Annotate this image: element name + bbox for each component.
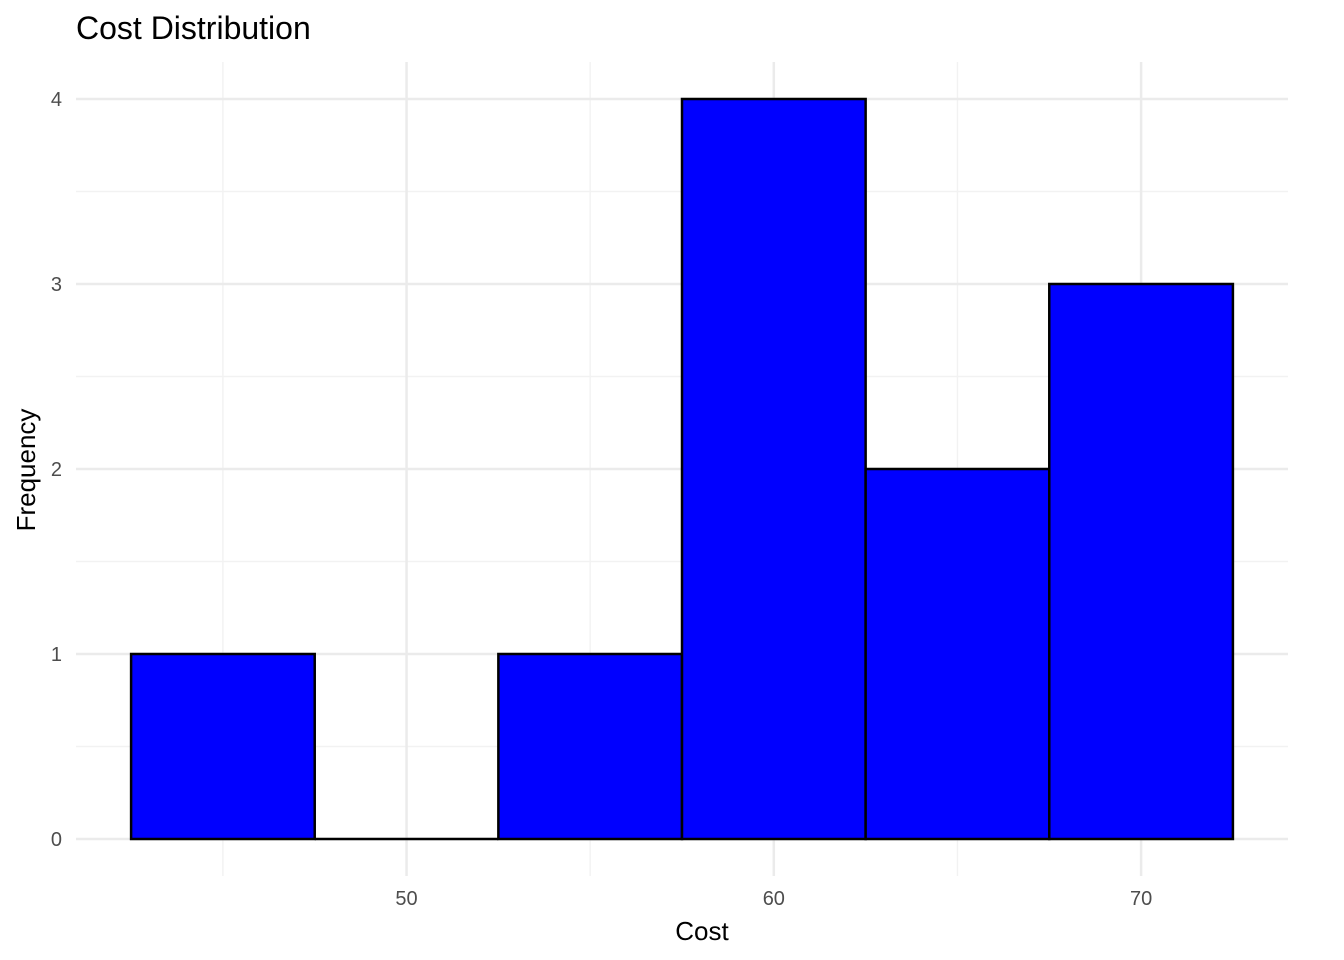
y-tick-label: 4 — [51, 89, 62, 111]
y-tick-label: 1 — [51, 644, 62, 666]
y-tick-label: 0 — [51, 829, 62, 851]
x-axis-label: Cost — [675, 916, 729, 946]
histogram-bar — [864, 467, 1051, 841]
y-tick-labels: 0 1 2 3 4 — [51, 89, 62, 851]
y-axis-label: Frequency — [11, 409, 41, 532]
x-tick-label: 50 — [395, 888, 417, 910]
histogram-bar — [497, 652, 684, 841]
bars — [129, 97, 1235, 841]
y-tick-label: 2 — [51, 459, 62, 481]
chart-title: Cost Distribution — [76, 10, 311, 46]
x-tick-labels: 50 60 70 — [395, 888, 1152, 910]
x-tick-label: 60 — [763, 888, 785, 910]
histogram-bar — [680, 97, 867, 841]
x-tick-label: 70 — [1130, 888, 1152, 910]
y-tick-label: 3 — [51, 274, 62, 296]
histogram-bar — [129, 652, 316, 841]
histogram-bar — [1048, 282, 1235, 841]
